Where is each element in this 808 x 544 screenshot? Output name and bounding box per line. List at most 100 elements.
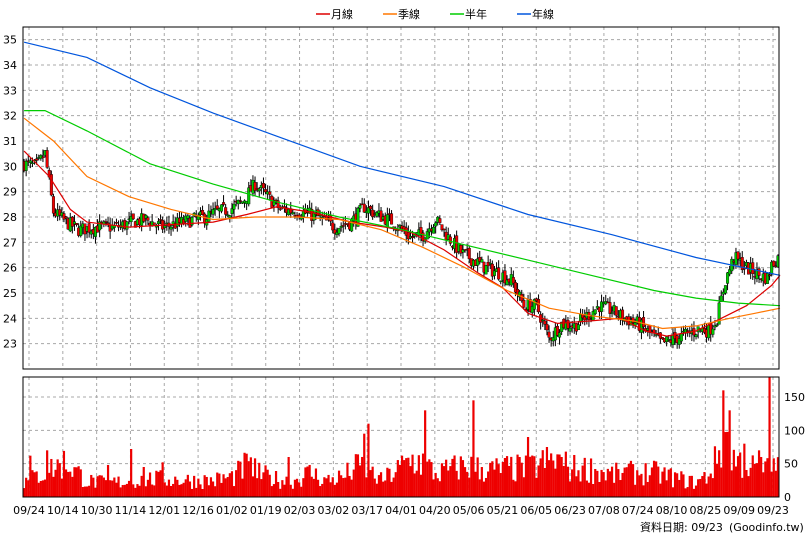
volume-bar (547, 460, 551, 497)
volume-bar (757, 450, 761, 497)
volume-bar (445, 459, 448, 497)
volume-bar (417, 455, 420, 497)
candle-body (184, 215, 188, 222)
candle-body (203, 213, 207, 224)
price-tick-label: 32 (3, 110, 17, 123)
volume-bar (123, 484, 126, 497)
date-tick-label: 10/30 (81, 504, 113, 517)
volume-bar (295, 478, 299, 497)
legend-label: 年線 (532, 7, 554, 21)
candle-body (461, 249, 465, 253)
candle-body (232, 203, 236, 210)
volume-bar (629, 460, 633, 497)
volume-bar (218, 473, 221, 497)
volume-bar (56, 459, 59, 497)
volume-bar (348, 475, 351, 497)
volume-bar (281, 480, 284, 497)
candle-body (196, 214, 200, 220)
volume-bar (109, 480, 112, 497)
volume-bar (327, 474, 330, 497)
volume-bar (400, 455, 404, 497)
volume-bar (608, 471, 612, 497)
volume-bar (518, 457, 521, 497)
volume-bar (363, 433, 366, 497)
candle-body (356, 207, 360, 227)
volume-bar (216, 472, 219, 497)
volume-bar (493, 469, 496, 497)
price-tick-label: 30 (3, 160, 17, 173)
candle-body (35, 158, 39, 161)
volume-bar (436, 478, 439, 497)
candle-body (58, 209, 62, 216)
candle-body (207, 210, 211, 222)
volume-bar (745, 469, 748, 497)
candle-body (186, 215, 190, 219)
volume-bar (562, 466, 565, 497)
volume-bar (94, 487, 97, 497)
volume-bar (468, 477, 471, 497)
legend: 月線 季線 半年 年線 (316, 7, 554, 21)
candle-body (257, 188, 261, 192)
volume-bar (655, 461, 658, 497)
volume-bar (459, 456, 462, 497)
volume-bar (211, 481, 215, 497)
candle-body (516, 289, 520, 295)
volume-bar (134, 487, 137, 497)
volume-bar (699, 478, 702, 497)
candle-body (379, 210, 383, 222)
volume-bar (724, 432, 727, 497)
volume-bar (186, 474, 189, 497)
volume-bar (415, 470, 418, 497)
volume-bar (636, 470, 639, 497)
volume-bar (90, 474, 93, 497)
volume-bar (367, 423, 370, 497)
volume-bar (707, 476, 710, 497)
volume-bar (310, 476, 313, 497)
volume-bar (151, 484, 154, 497)
volume-bar (657, 466, 660, 497)
volume-bar (663, 467, 666, 497)
volume-bar (289, 484, 292, 497)
volume-bar (550, 453, 553, 497)
candle-body (41, 156, 45, 159)
candle-body (621, 309, 625, 321)
candle-body (677, 338, 681, 345)
volume-bar (453, 455, 456, 497)
candle-body (30, 162, 34, 164)
volume-bar (661, 471, 664, 497)
candle-body (642, 317, 646, 328)
volume-bar (524, 455, 528, 497)
volume-bar (449, 466, 452, 497)
volume-bar (354, 454, 357, 497)
volume-bar (419, 474, 423, 497)
candle-body (226, 214, 230, 217)
volume-bar (50, 458, 53, 497)
volume-bar (62, 450, 66, 497)
volume-bar (258, 462, 261, 497)
volume-bar (583, 457, 586, 497)
volume-bar (188, 481, 192, 497)
volume-bar (144, 486, 147, 497)
volume-bar (497, 464, 500, 497)
volume-bar (340, 475, 343, 497)
candle-body (213, 208, 217, 211)
date-tick-label: 06/23 (554, 504, 586, 517)
volume-bar (390, 481, 393, 497)
volume-bar (680, 471, 683, 497)
candle-body (608, 302, 612, 314)
candle-body (62, 213, 66, 220)
volume-bar (673, 472, 677, 497)
volume-bar (153, 485, 156, 497)
price-tick-label: 23 (3, 338, 17, 351)
volume-bar (659, 483, 662, 497)
volume-bars (22, 377, 780, 497)
candle-body (765, 273, 769, 284)
volume-bar (495, 458, 498, 497)
price-tick-label: 31 (3, 135, 17, 148)
price-grid (23, 27, 779, 369)
volume-bar (568, 481, 572, 497)
volume-bar (230, 471, 234, 497)
volume-bar (682, 474, 685, 497)
